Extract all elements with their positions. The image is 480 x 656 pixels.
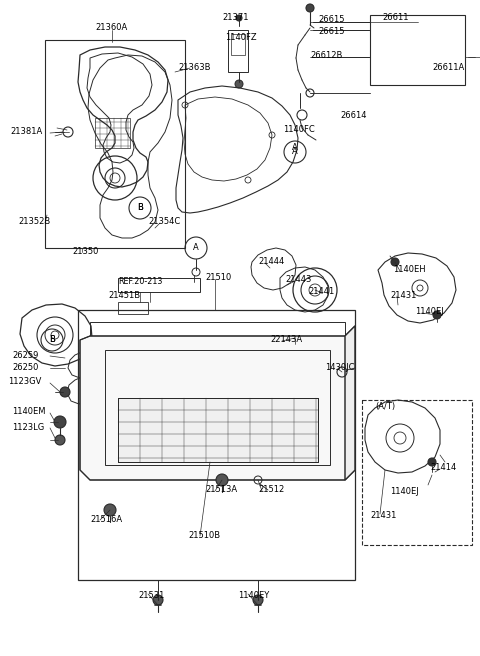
Circle shape: [60, 387, 70, 397]
Text: B: B: [49, 335, 55, 344]
Text: 1430JC: 1430JC: [325, 363, 355, 373]
Polygon shape: [118, 398, 318, 462]
Circle shape: [235, 80, 243, 88]
Text: 22143A: 22143A: [270, 335, 302, 344]
Text: A: A: [292, 144, 298, 152]
Text: 21510B: 21510B: [188, 531, 220, 539]
Circle shape: [104, 504, 116, 516]
Text: 1140EM: 1140EM: [12, 407, 46, 417]
Text: 21451B: 21451B: [108, 291, 140, 300]
Text: 21510: 21510: [205, 274, 231, 283]
Text: 26611A: 26611A: [432, 64, 464, 73]
Text: 21381A: 21381A: [10, 127, 42, 136]
Text: B: B: [137, 203, 143, 213]
Text: 21431: 21431: [370, 510, 396, 520]
Polygon shape: [80, 326, 355, 480]
Circle shape: [391, 258, 399, 266]
Text: 21352B: 21352B: [18, 218, 50, 226]
Text: 1123LG: 1123LG: [12, 424, 44, 432]
Text: 21354C: 21354C: [148, 218, 180, 226]
Text: B: B: [49, 335, 55, 344]
Circle shape: [236, 15, 242, 21]
Text: 21512: 21512: [258, 485, 284, 495]
Circle shape: [216, 474, 228, 486]
Text: 21443: 21443: [285, 276, 312, 285]
Text: 21444: 21444: [258, 258, 284, 266]
Circle shape: [55, 435, 65, 445]
Circle shape: [153, 595, 163, 605]
Text: 21414: 21414: [430, 464, 456, 472]
Text: A: A: [292, 148, 298, 157]
Text: 1140FZ: 1140FZ: [225, 33, 257, 43]
Text: 1140EJ: 1140EJ: [415, 308, 444, 316]
Text: 21431: 21431: [390, 291, 416, 300]
Text: 1123GV: 1123GV: [8, 377, 41, 386]
Text: 21513A: 21513A: [205, 485, 237, 495]
Text: 21360A: 21360A: [95, 24, 127, 33]
Text: REF.20-213: REF.20-213: [118, 277, 162, 287]
Text: 21441: 21441: [308, 287, 334, 297]
Text: 1140EY: 1140EY: [238, 590, 269, 600]
Circle shape: [253, 595, 263, 605]
Text: 21350: 21350: [72, 247, 98, 256]
Text: 1140FC: 1140FC: [283, 125, 315, 134]
Text: 26259: 26259: [12, 350, 38, 359]
Circle shape: [54, 416, 66, 428]
Text: 26614: 26614: [340, 110, 367, 119]
Text: 21531: 21531: [138, 590, 164, 600]
Text: 21363B: 21363B: [178, 64, 211, 73]
Text: 26612B: 26612B: [310, 51, 342, 60]
Circle shape: [428, 458, 436, 466]
Text: 1140EJ: 1140EJ: [390, 487, 419, 497]
Text: 1140EH: 1140EH: [393, 266, 426, 274]
Text: (A/T): (A/T): [375, 401, 395, 411]
Polygon shape: [345, 326, 355, 480]
Text: A: A: [193, 243, 199, 253]
Circle shape: [433, 311, 441, 319]
Circle shape: [306, 4, 314, 12]
Text: 26611: 26611: [382, 14, 408, 22]
Text: 21371: 21371: [222, 14, 249, 22]
Text: 26615: 26615: [318, 16, 345, 24]
Text: 26615: 26615: [318, 28, 345, 37]
Text: 26250: 26250: [12, 363, 38, 373]
Text: 21516A: 21516A: [90, 516, 122, 525]
Text: B: B: [137, 203, 143, 213]
